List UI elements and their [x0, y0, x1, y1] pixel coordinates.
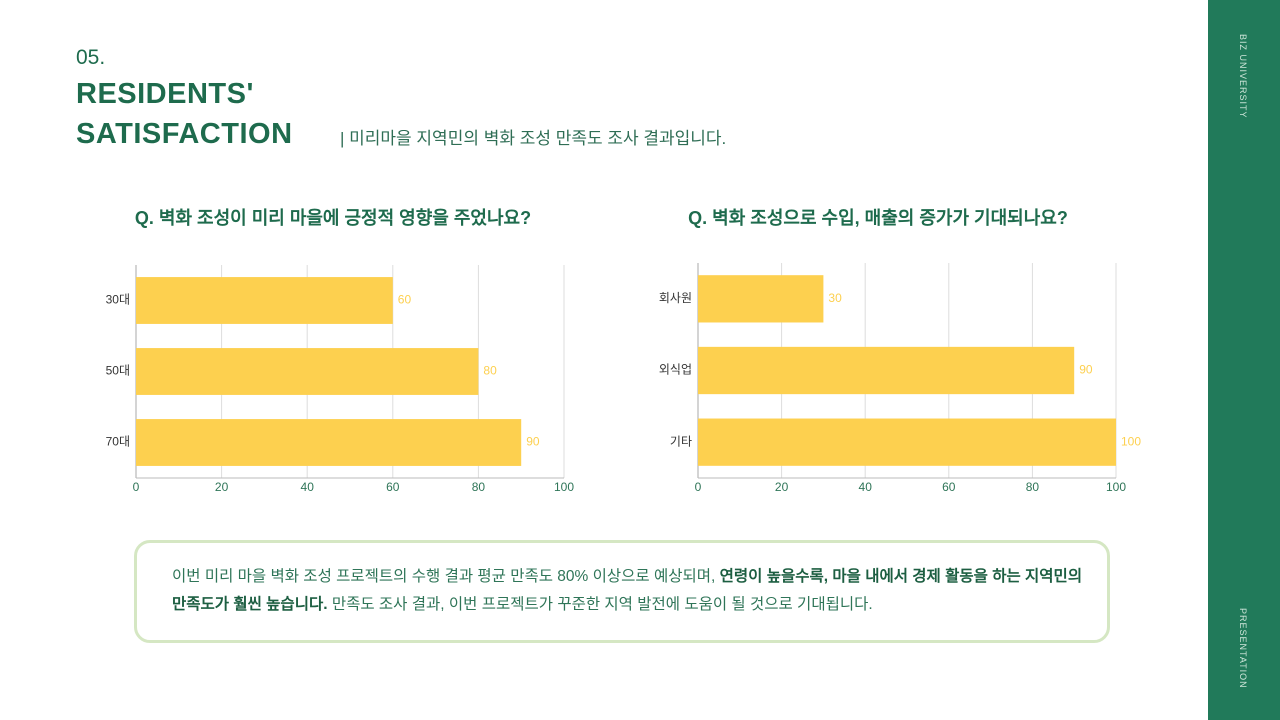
summary-segment: 연령이 높을수록, 마을 내에서 경제 활동을 하는 지역민의 만족도가 훨씬 … [172, 568, 1083, 613]
title: SATISFACTION [76, 118, 293, 150]
value-label: 80 [483, 364, 497, 378]
summary-text: 이번 미리 마을 벽화 조성 프로젝트의 수행 결과 평균 만족도 80% 이상… [172, 563, 1092, 619]
value-label: 90 [526, 435, 540, 449]
sidebar [1208, 0, 1280, 720]
value-label: 60 [398, 293, 412, 307]
bar [698, 275, 824, 323]
y-tick-label: 기타 [670, 434, 692, 448]
x-tick-label: 0 [133, 480, 140, 494]
x-tick-label: 60 [386, 480, 400, 494]
x-tick-label: 40 [301, 480, 315, 494]
sidebar-bottom-text: PRESENTATION [1238, 608, 1248, 689]
y-tick-label: 70대 [106, 435, 130, 449]
y-tick-label: 회사원 [659, 291, 692, 305]
value-label: 100 [1121, 434, 1141, 448]
summary-segment: 이번 미리 마을 벽화 조성 프로젝트의 수행 결과 평균 만족도 80% 이상… [172, 568, 720, 585]
x-tick-label: 60 [942, 480, 956, 494]
summary-box [134, 540, 1110, 643]
summary-segment: 만족도 조사 결과, 이번 프로젝트가 꾸준한 지역 발전에 도움이 될 것으로… [327, 596, 873, 613]
chart-title: Q. 벽화 조성이 미리 마을에 긍정적 영향을 주었나요? [135, 208, 531, 228]
bar [136, 419, 522, 466]
bar [136, 277, 393, 324]
x-tick-label: 100 [554, 480, 574, 494]
sidebar-top-text: BIZ UNIVERSITY [1238, 34, 1248, 119]
charts: Q. 벽화 조성이 미리 마을에 긍정적 영향을 주었나요? 0 20 40 60 80 1… [106, 207, 1142, 494]
bar [136, 348, 479, 395]
x-tick-label: 80 [1026, 480, 1040, 494]
subtitle: | 미리마을 지역민의 벽화 조성 만족도 조사 결과입니다. [340, 129, 727, 148]
x-tick-label: 20 [215, 480, 229, 494]
x-tick-label: 100 [1106, 480, 1126, 494]
bar [698, 346, 1075, 395]
x-tick-label: 80 [472, 480, 486, 494]
title: RESIDENTS' [76, 78, 254, 110]
x-tick-label: 0 [695, 480, 702, 494]
value-label: 30 [828, 291, 842, 305]
y-tick-label: 30대 [106, 293, 130, 307]
value-label: 90 [1079, 363, 1093, 377]
x-tick-label: 40 [859, 480, 873, 494]
bar [698, 418, 1116, 466]
chart-title: Q. 벽화 조성으로 수입, 매출의 증가가 기대되나요? [688, 207, 1068, 228]
y-tick-label: 50대 [106, 364, 130, 378]
section-number: 05. [76, 46, 106, 69]
x-tick-label: 20 [775, 480, 789, 494]
y-tick-label: 외식업 [659, 363, 692, 377]
